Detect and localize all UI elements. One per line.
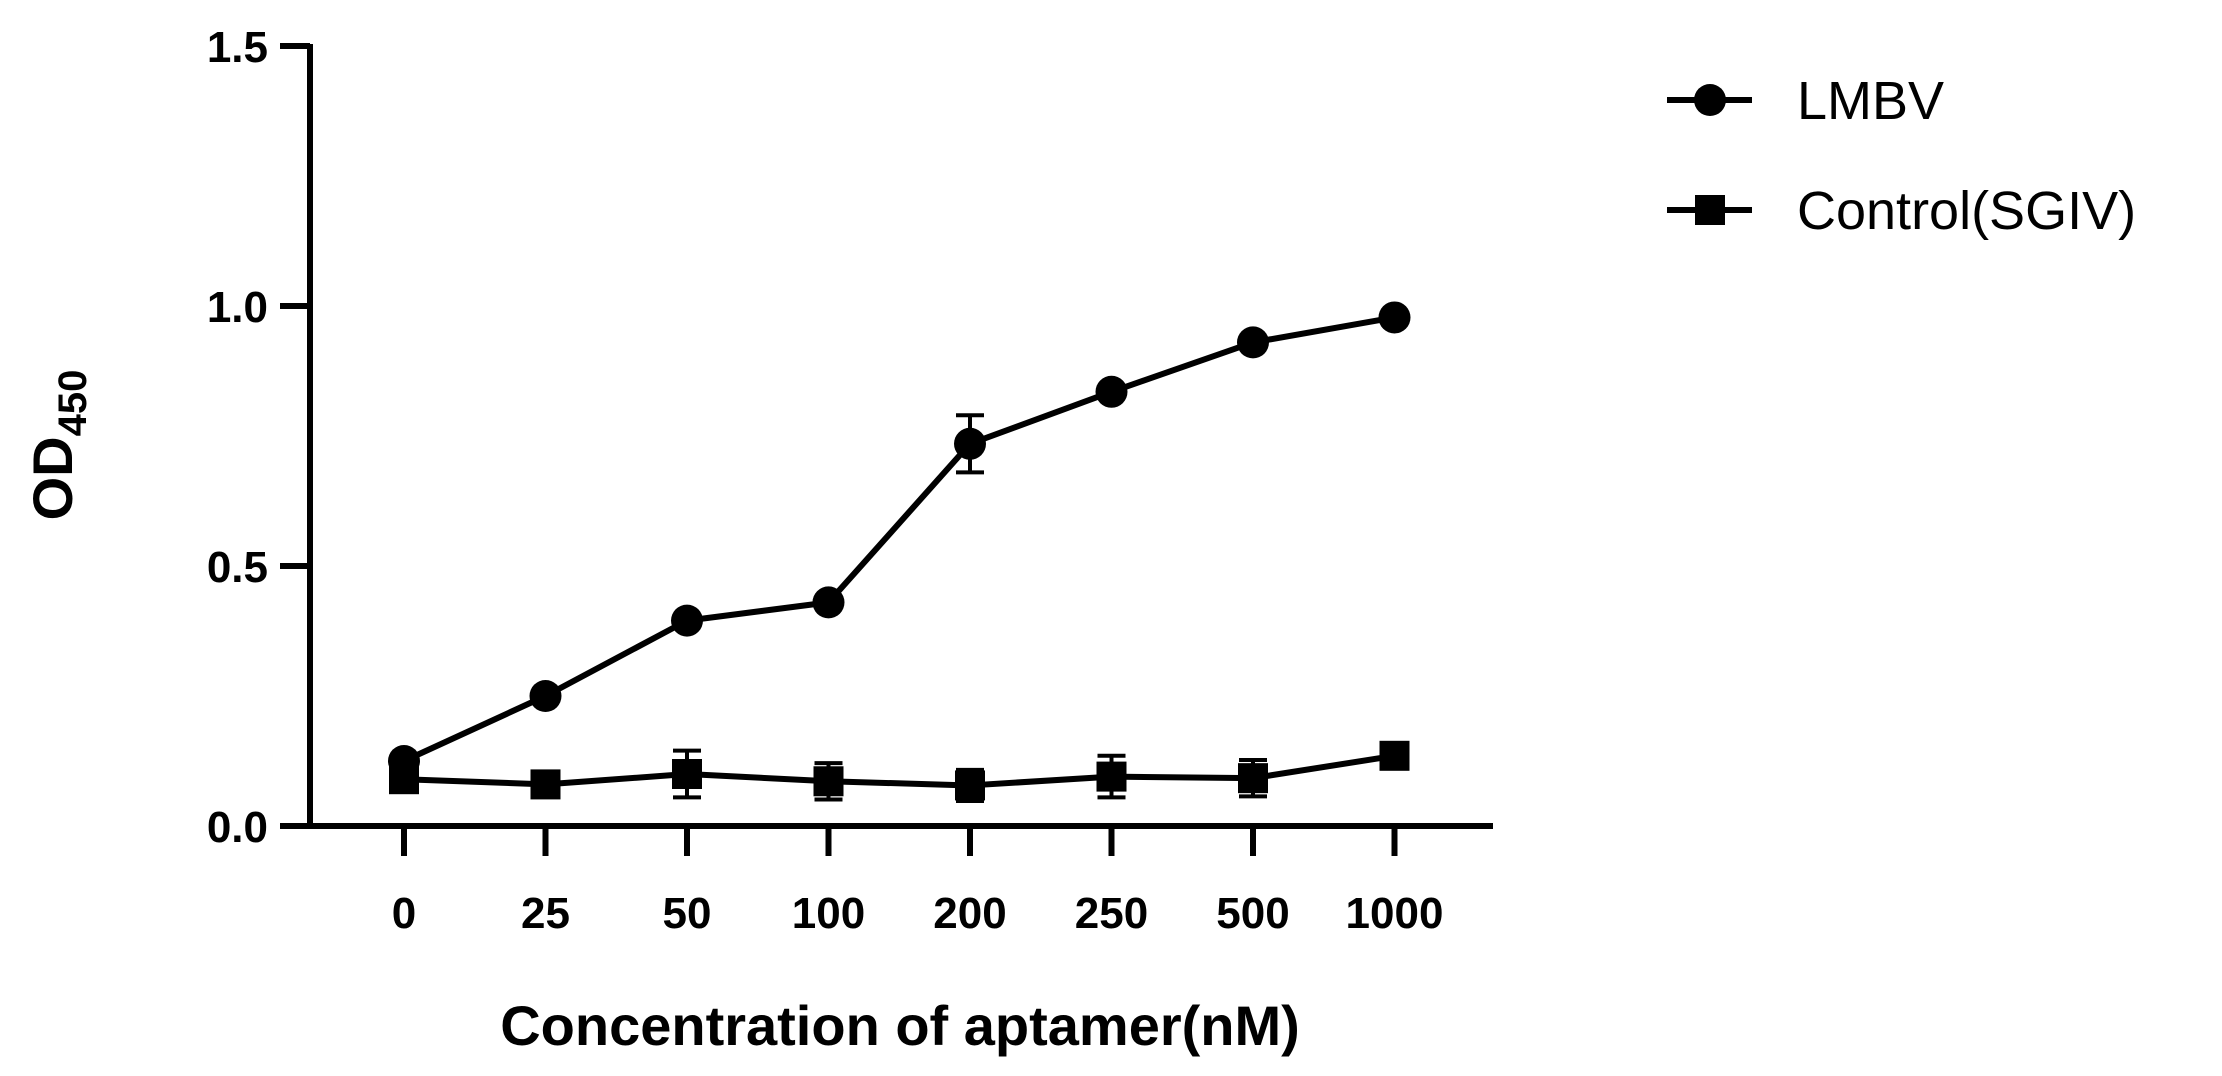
legend-label: LMBV: [1797, 71, 1944, 131]
data-point: [389, 764, 419, 795]
data-point: [672, 759, 702, 789]
legend: LMBV Control(SGIV): [1667, 71, 2136, 241]
y-axis-title: OD450: [21, 370, 95, 521]
series-lmbv: [388, 301, 1411, 777]
legend-item-lmbv: LMBV: [1667, 71, 1944, 131]
series-control: [389, 740, 1410, 804]
data-point: [1237, 326, 1269, 359]
y-tick-label: 1.5: [207, 23, 268, 72]
data-point: [954, 427, 986, 460]
data-point: [1378, 301, 1411, 334]
data-point: [671, 604, 703, 637]
x-tick-label: 1000: [1346, 889, 1444, 938]
legend-label: Control(SGIV): [1797, 181, 2136, 241]
x-tick-label: 250: [1075, 889, 1148, 938]
legend-marker: [1695, 195, 1725, 225]
y-axis-title-subscript: 450: [51, 370, 95, 437]
series-layer: [388, 301, 1411, 804]
data-point: [529, 680, 562, 712]
legend-item-control: Control(SGIV): [1667, 181, 2136, 241]
y-axis-title-main: OD: [21, 436, 84, 520]
y-tick-label: 1.0: [207, 283, 268, 332]
series-line: [403, 752, 1395, 789]
data-point: [530, 769, 561, 800]
data-point: [1096, 761, 1127, 792]
axes: 0.0 0.5 1.0 1.5 0 25 50 100 200 250 500 1000: [207, 23, 1493, 938]
data-point: [1095, 375, 1128, 408]
y-tick-label: 0.5: [207, 543, 268, 592]
data-point: [1379, 740, 1410, 771]
x-tick-label: 25: [521, 889, 570, 938]
x-tick-label: 0: [392, 889, 416, 938]
y-tick-label: 0.0: [207, 803, 268, 852]
data-point: [1238, 763, 1268, 794]
x-tick-label: 100: [792, 889, 865, 938]
legend-marker: [1694, 84, 1726, 116]
x-axis-title: Concentration of aptamer(nM): [500, 994, 1300, 1057]
x-tick-label: 50: [663, 889, 712, 938]
x-tick-label: 500: [1216, 889, 1289, 938]
data-point: [955, 770, 985, 801]
series-line: [402, 314, 1396, 764]
data-point: [812, 586, 845, 619]
data-point: [813, 766, 844, 797]
x-tick-label: 200: [933, 889, 1006, 938]
